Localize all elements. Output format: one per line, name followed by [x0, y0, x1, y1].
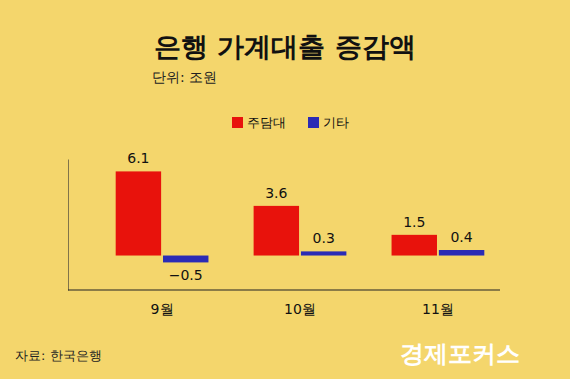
legend-swatch: [308, 117, 319, 128]
x-tick-label: 10월: [284, 301, 316, 317]
chart: 은행 가계대출 증감액단위: 조원 6.1 3.6 1.5 −0.5 0.3 0.4 9월 10…: [0, 0, 570, 379]
x-axis: 9월 10월 11월: [68, 290, 500, 317]
legend: 주담대 기타: [232, 115, 349, 130]
bar: [163, 256, 208, 263]
x-tick: 10월: [284, 290, 316, 317]
x-tick: 11월: [422, 290, 454, 317]
logo: 경제포커스: [400, 340, 520, 368]
bar: [439, 250, 484, 256]
x-tick: 9월: [151, 290, 174, 317]
data-label: 6.1: [127, 150, 149, 166]
data-label: 0.3: [313, 230, 335, 246]
x-tick-label: 9월: [151, 301, 174, 317]
legend-label: 기타: [323, 115, 349, 130]
data-labels: 6.1 3.6 1.5 −0.5 0.3 0.4: [127, 150, 473, 283]
legend-swatch: [232, 117, 243, 128]
data-label: 0.4: [450, 229, 472, 245]
bar: [392, 235, 437, 256]
background: [0, 0, 570, 379]
title: 은행 가계대출 증감액: [154, 31, 416, 62]
bar: [301, 251, 346, 255]
legend-label: 주담대: [247, 115, 286, 130]
subtitle: 단위: 조원: [152, 69, 217, 85]
bar: [116, 171, 161, 255]
source: 자료: 한국은행: [15, 348, 102, 363]
bars: [116, 171, 485, 262]
x-tick-label: 11월: [422, 301, 454, 317]
x-axis-line: [68, 289, 500, 290]
y-axis: [68, 160, 69, 291]
data-label: −0.5: [169, 267, 203, 283]
y-axis-line: [68, 160, 69, 291]
bar: [254, 206, 299, 256]
data-label: 3.6: [265, 185, 287, 201]
data-label: 1.5: [403, 214, 425, 230]
